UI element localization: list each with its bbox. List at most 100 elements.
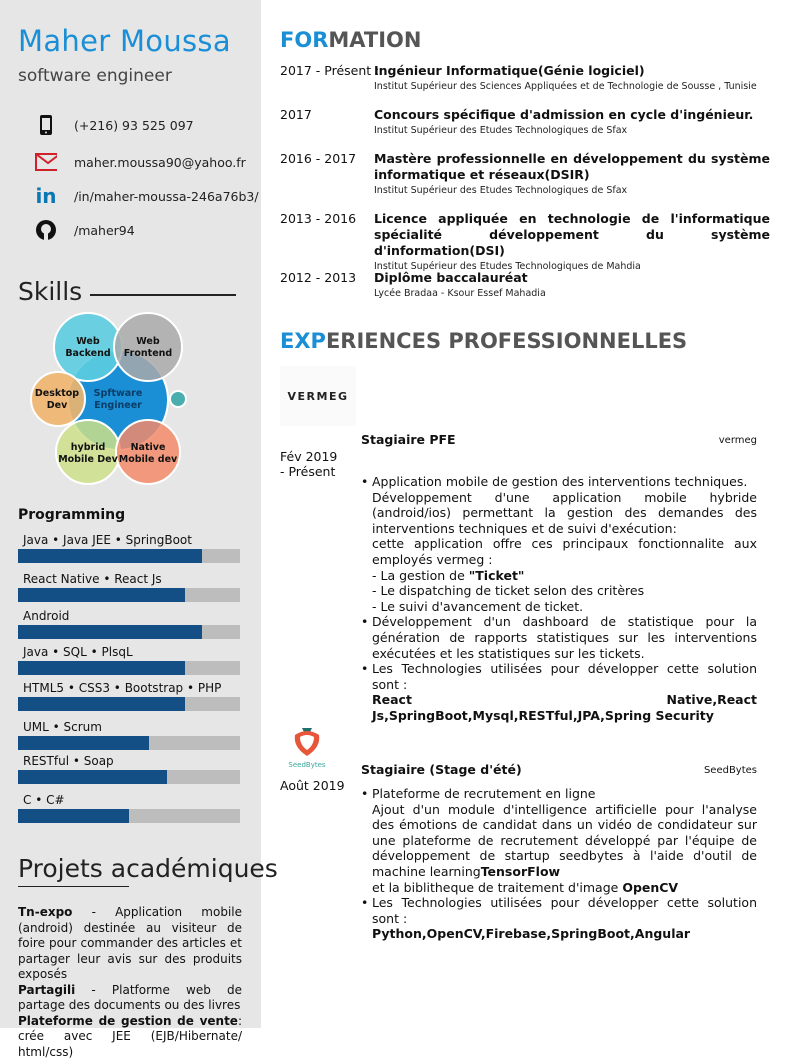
skill-bar-item: UML • Scrum [18,720,240,750]
project-name: Tn-expo [18,905,73,919]
skill-bar-fill [18,770,167,784]
skill-label: Android [23,609,70,623]
contact-linkedin: in /in/maher-moussa-246a76b3/ [35,184,259,208]
skills-bubble-diagram: Web Backend Web Frontend Spftware Engineer … [30,312,187,485]
divider [18,886,129,887]
skill-bar-track [18,588,240,602]
edu-title: Ingénieur Informatique(Génie logiciel) [374,63,645,78]
label-center: Spftware Engineer [94,388,143,411]
education-item: 2017 Concours spécifique d'admission en c… [280,107,770,136]
projects-list: Tn-expo - Application mobile (android) d… [18,905,242,1060]
skill-bar-fill [18,661,185,675]
exp-bullet: Application mobile de gestion des interv… [361,474,757,614]
linkedin-link[interactable]: /in/maher-moussa-246a76b3/ [74,188,259,204]
exp-date: Août 2019 [280,778,345,793]
bubble-web-backend [53,312,123,382]
experiences-title: EXPERIENCES PROFESSIONNELLES [280,329,688,353]
project-name: Plateforme de gestion de vente [18,1013,238,1028]
bubble-dot [169,390,187,408]
skills-title: Skills [18,277,83,306]
exp-date: Fév 2019 - Présent [280,449,338,479]
github-icon [35,219,57,241]
skill-label: RESTful • Soap [23,754,114,768]
skill-bar-track [18,770,240,784]
candidate-name: Maher Moussa [18,24,231,58]
edu-school: Institut Supérieur des Etudes Technologi… [374,125,628,136]
exp-bullets: Application mobile de gestion des interv… [361,474,757,724]
skill-bar-track [18,661,240,675]
skill-bar-fill [18,697,185,711]
skill-bar-track [18,549,240,563]
exp-company: SeedBytes [703,765,757,776]
vermeg-logo: VERMEG [280,366,356,426]
bubble-native [115,419,181,485]
skill-bar-item: Java • Java JEE • SpringBoot [18,533,240,563]
skill-label: HTML5 • CSS3 • Bootstrap • PHP 4&5 [23,681,222,709]
skill-bar-fill [18,625,203,639]
exp-bullets: Plateforme de recrutement en ligne Ajout… [361,786,757,942]
edu-school: Lycée Bradaa - Ksour Essef Mahadia [374,288,546,299]
mail-icon [35,151,57,173]
strawberry-icon [294,728,320,756]
edu-school: Institut Supérieur des Etudes Technologi… [374,261,641,272]
formation-title: FORMATION [280,28,422,52]
exp-bullet: Les Technologies utilisées pour développ… [361,661,757,723]
edu-title: Concours spécifique d'admission en cycle… [374,107,754,122]
contact-github: /maher94 [35,219,135,241]
edu-title: Diplôme baccalauréat [374,270,528,285]
edu-school: Institut Supérieur des Sciences Appliqué… [374,81,757,92]
github-link[interactable]: /maher94 [74,222,135,238]
exp-bullet: Les Technologies utilisées pour développ… [361,895,757,942]
exp-company: vermeg [718,435,757,446]
skill-bar-item: Android [18,609,240,639]
sidebar [0,0,261,1028]
phone-icon [35,114,57,136]
skill-bar-item: React Native • React Js [18,572,240,602]
edu-title: Licence appliquée en technologie de l'in… [374,211,770,258]
skill-bar-fill [18,588,185,602]
contact-email: maher.moussa90@yahoo.fr [35,151,246,173]
skill-bar-item: HTML5 • CSS3 • Bootstrap • PHP 4&5 [18,681,240,711]
contact-phone: (+216) 93 525 097 [35,114,194,136]
edu-date: 2013 - 2016 [280,211,357,226]
linkedin-icon: in [35,184,57,208]
edu-date: 2017 - Présent : [280,63,380,78]
projects-title: Projets académiques [18,854,278,883]
label-web-backend: Web Backend [65,336,110,359]
education-item: 2017 - Présent : Ingénieur Informatique(G… [280,63,770,92]
email-link[interactable]: maher.moussa90@yahoo.fr [74,154,246,170]
skill-bar-track [18,736,240,750]
label-desktop: Desktop Dev [35,388,79,411]
skill-bar-fill [18,809,129,823]
skill-bar-track [18,809,240,823]
exp-title: Stagiaire (Stage d'été) [361,762,522,777]
skill-bar-item: Java • SQL • PlsqL [18,645,240,675]
label-hybrid: hybrid Mobile Dev [58,442,118,465]
skill-label: C • C# [23,793,65,807]
exp-bullet: Plateforme de recrutement en ligne Ajout… [361,786,757,895]
skill-label: UML • Scrum [23,720,102,734]
skill-label: React Native • React Js [23,572,162,586]
project-desc: - Application mobile (android) destinée … [18,905,242,981]
education-item: 2013 - 2016 Licence appliquée en technolo… [280,211,770,272]
edu-school: Institut Supérieur des Etudes Technologi… [374,185,628,196]
bubble-web-frontend [113,312,183,382]
skill-bar-track [18,625,240,639]
bubble-desktop [30,371,86,427]
edu-date: 2017 [280,107,312,122]
programming-title: Programming [18,507,126,523]
skill-label: Java • SQL • PlsqL [23,645,133,659]
skill-bar-item: RESTful • Soap [18,754,240,784]
label-native: Native Mobile dev [119,442,178,465]
skill-bar-track [18,697,240,711]
seedbytes-logo: SeedBytes [282,725,332,769]
project-name: Partagili [18,982,76,997]
edu-title: Mastère professionnelle en développement… [374,151,770,182]
phone-text: (+216) 93 525 097 [74,117,194,133]
divider [90,294,236,296]
edu-date: 2012 - 2013 [280,270,357,285]
education-item: 2012 - 2013 Diplôme baccalauréat Lycée Bra… [280,270,770,299]
exp-bullet: Développement d'un dashboard de statisti… [361,614,757,661]
project-desc: - Platforme web de partage des documents… [18,982,242,1013]
edu-date: 2016 - 2017 [280,151,357,166]
